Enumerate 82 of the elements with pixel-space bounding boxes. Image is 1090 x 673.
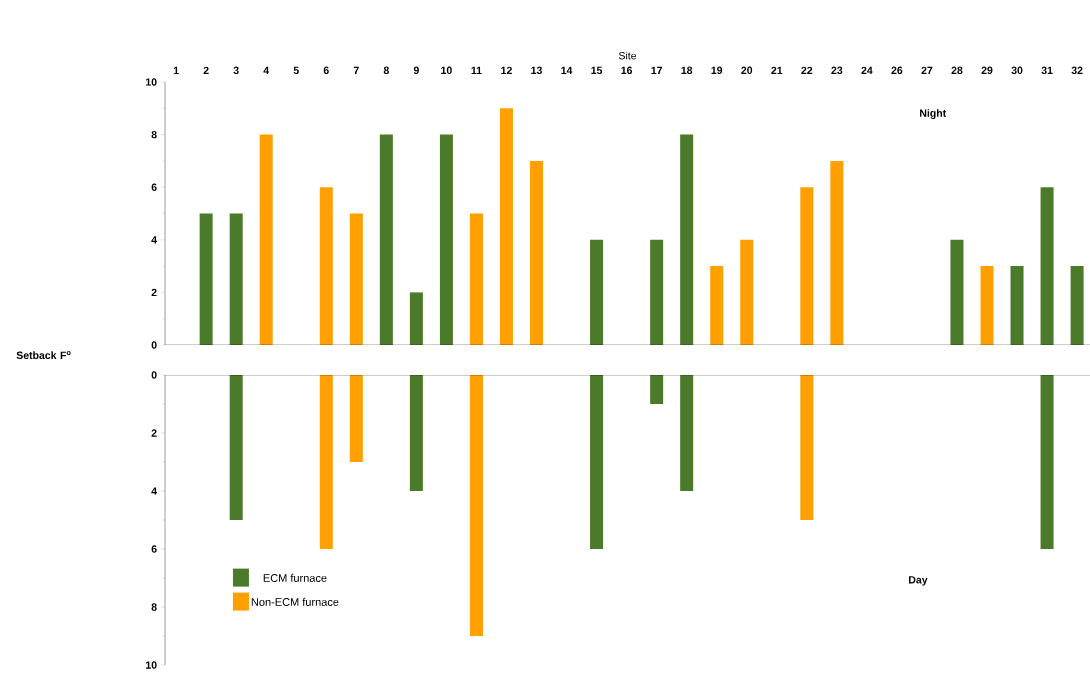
x-tick-label: 29: [981, 66, 993, 75]
x-tick-label: 8: [383, 66, 389, 75]
x-tick-label: 11: [471, 66, 482, 75]
x-tick-label: 31: [1041, 66, 1053, 75]
y-tick-label: 0: [151, 371, 157, 379]
x-tick-label: 28: [951, 66, 963, 75]
bar: [229, 375, 243, 521]
bar: [830, 160, 844, 345]
bar: [650, 375, 664, 405]
x-tick-label: 3: [233, 66, 239, 75]
bar: [349, 213, 363, 345]
annotation: Day: [909, 576, 928, 586]
x-tick-label: 5: [293, 66, 299, 75]
bar: [680, 375, 694, 492]
x-tick-label: 24: [861, 66, 873, 75]
y-tick-label: 4: [151, 487, 157, 495]
bar: [409, 375, 423, 492]
annotation: Night: [920, 109, 947, 119]
legend-label: ECM furnace: [263, 573, 327, 582]
bar: [379, 134, 393, 345]
x-tick-label: 16: [621, 66, 633, 75]
x-tick-label: 30: [1011, 66, 1023, 75]
bar: [590, 375, 604, 550]
x-tick-label: 20: [741, 66, 753, 75]
x-axis-title: Site: [618, 51, 637, 60]
bar: [1070, 266, 1084, 345]
bar: [650, 239, 664, 345]
legend-label: Non-ECM furnace: [251, 597, 339, 606]
y-tick-label: 4: [151, 236, 157, 244]
x-tick-label: 23: [831, 66, 843, 75]
x-tick-label: 15: [591, 66, 603, 75]
y-tick-label: 6: [151, 183, 157, 191]
x-tick-label: 21: [771, 66, 783, 75]
bar: [259, 134, 273, 345]
bar: [740, 239, 754, 345]
x-tick-label: 4: [263, 66, 270, 75]
bar: [229, 213, 243, 345]
x-tick-label: 17: [651, 66, 663, 75]
bar: [950, 239, 964, 345]
y-tick-label: 2: [151, 288, 157, 297]
bar: [800, 375, 814, 521]
x-tick-label: 6: [323, 66, 329, 75]
bar: [1040, 375, 1054, 550]
x-tick-label: 12: [501, 66, 512, 75]
bar: [439, 134, 453, 345]
bar: [680, 134, 694, 345]
y-tick-label: 8: [151, 130, 157, 139]
bar: [1010, 266, 1024, 345]
bar: [199, 213, 213, 345]
bar: [800, 187, 814, 345]
bar: [469, 375, 483, 637]
x-tick-label: 32: [1071, 66, 1083, 75]
x-tick-label: 13: [531, 66, 542, 75]
bar: [469, 213, 483, 345]
x-tick-label: 26: [891, 66, 903, 75]
y-tick-label: 2: [151, 429, 157, 437]
y-axis-title: Setback F$^{o}$: [16, 350, 71, 360]
x-tick-label: 1: [173, 66, 179, 75]
bar: [980, 266, 994, 345]
y-tick-label: 8: [151, 603, 157, 611]
x-tick-label: 10: [441, 66, 452, 75]
bar: [319, 375, 333, 550]
bar: [409, 292, 423, 345]
y-tick-label: 10: [146, 661, 157, 669]
bar: [530, 160, 544, 345]
x-tick-label: 27: [921, 66, 933, 75]
x-tick-label: 9: [413, 66, 419, 75]
x-tick-label: 19: [711, 66, 723, 75]
bar: [1040, 187, 1054, 345]
bar: [499, 108, 513, 345]
x-tick-label: 18: [681, 66, 693, 75]
x-tick-label: 14: [561, 66, 573, 75]
y-tick-label: 10: [146, 78, 157, 86]
x-tick-label: 7: [353, 66, 359, 75]
y-tick-label: 6: [151, 545, 157, 553]
bar: [710, 266, 724, 345]
x-tick-label: 2: [203, 66, 209, 75]
x-tick-label: 22: [801, 66, 813, 75]
bar: [319, 187, 333, 345]
bar: [349, 375, 363, 463]
bar: [590, 239, 604, 345]
y-tick-label: 0: [151, 341, 157, 349]
